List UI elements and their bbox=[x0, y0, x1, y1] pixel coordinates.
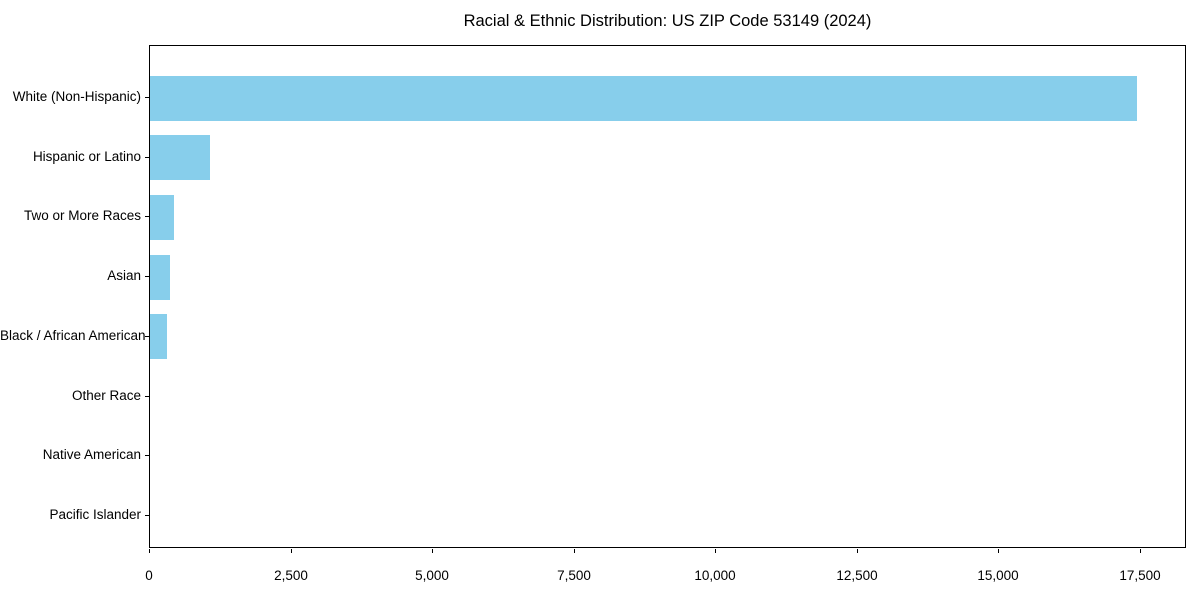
y-tick-label-other-race: Other Race bbox=[71, 388, 141, 403]
x-tick-mark bbox=[149, 549, 150, 553]
y-tick-label-asian: Asian bbox=[107, 268, 141, 283]
plot-area bbox=[149, 45, 1186, 548]
bar-black-african-american bbox=[150, 314, 167, 359]
x-tick-label-0: 0 bbox=[145, 568, 153, 583]
y-tick-label-native-american: Native American bbox=[42, 447, 141, 462]
bar-hispanic-or-latino bbox=[150, 135, 210, 180]
x-tick-label-10000: 10,000 bbox=[694, 568, 736, 583]
y-tick-mark bbox=[145, 455, 149, 456]
y-tick-label-pacific-islander: Pacific Islander bbox=[49, 507, 141, 522]
y-tick-mark bbox=[145, 396, 149, 397]
x-tick-mark bbox=[1140, 549, 1141, 553]
x-tick-mark bbox=[291, 549, 292, 553]
x-tick-mark bbox=[857, 549, 858, 553]
y-tick-label-hispanic-or-latino: Hispanic or Latino bbox=[32, 149, 141, 164]
x-tick-label-17500: 17,500 bbox=[1119, 568, 1161, 583]
bar-white-non-hispanic bbox=[150, 76, 1137, 121]
x-tick-mark bbox=[715, 549, 716, 553]
y-tick-label-white-non-hispanic: White (Non-Hispanic) bbox=[12, 89, 141, 104]
y-tick-mark bbox=[145, 276, 149, 277]
chart-title: Racial & Ethnic Distribution: US ZIP Cod… bbox=[463, 12, 872, 30]
x-tick-mark bbox=[432, 549, 433, 553]
y-tick-mark bbox=[145, 515, 149, 516]
x-tick-label-7500: 7,500 bbox=[557, 568, 591, 583]
y-tick-mark bbox=[145, 336, 149, 337]
x-tick-label-5000: 5,000 bbox=[415, 568, 449, 583]
y-tick-label-black-african-american: Black / African American bbox=[0, 328, 146, 343]
y-tick-mark bbox=[145, 216, 149, 217]
x-tick-label-2500: 2,500 bbox=[274, 568, 308, 583]
y-tick-label-two-or-more-races: Two or More Races bbox=[23, 208, 141, 223]
y-tick-mark bbox=[145, 157, 149, 158]
bar-asian bbox=[150, 255, 170, 300]
x-tick-mark bbox=[998, 549, 999, 553]
y-tick-mark bbox=[145, 97, 149, 98]
x-tick-label-15000: 15,000 bbox=[977, 568, 1019, 583]
x-tick-label-12500: 12,500 bbox=[836, 568, 878, 583]
bar-two-or-more-races bbox=[150, 195, 174, 240]
x-tick-mark bbox=[574, 549, 575, 553]
